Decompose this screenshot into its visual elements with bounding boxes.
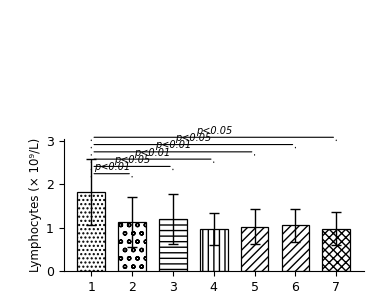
Text: p<0.05: p<0.05	[175, 133, 211, 143]
Bar	[77, 192, 105, 271]
Bar	[241, 227, 268, 271]
Text: p<0.05: p<0.05	[114, 155, 150, 165]
Bar	[282, 225, 309, 271]
Y-axis label: Lymphocytes (× 10⁹/L): Lymphocytes (× 10⁹/L)	[29, 138, 42, 272]
Text: p<0.01: p<0.01	[134, 148, 171, 157]
Bar	[322, 229, 350, 271]
Text: p<0.01: p<0.01	[155, 140, 191, 150]
Bar	[118, 222, 146, 271]
Bar	[200, 229, 228, 271]
Bar	[159, 219, 187, 271]
Text: p<0.01: p<0.01	[93, 162, 130, 172]
Text: p<0.05: p<0.05	[196, 126, 232, 136]
